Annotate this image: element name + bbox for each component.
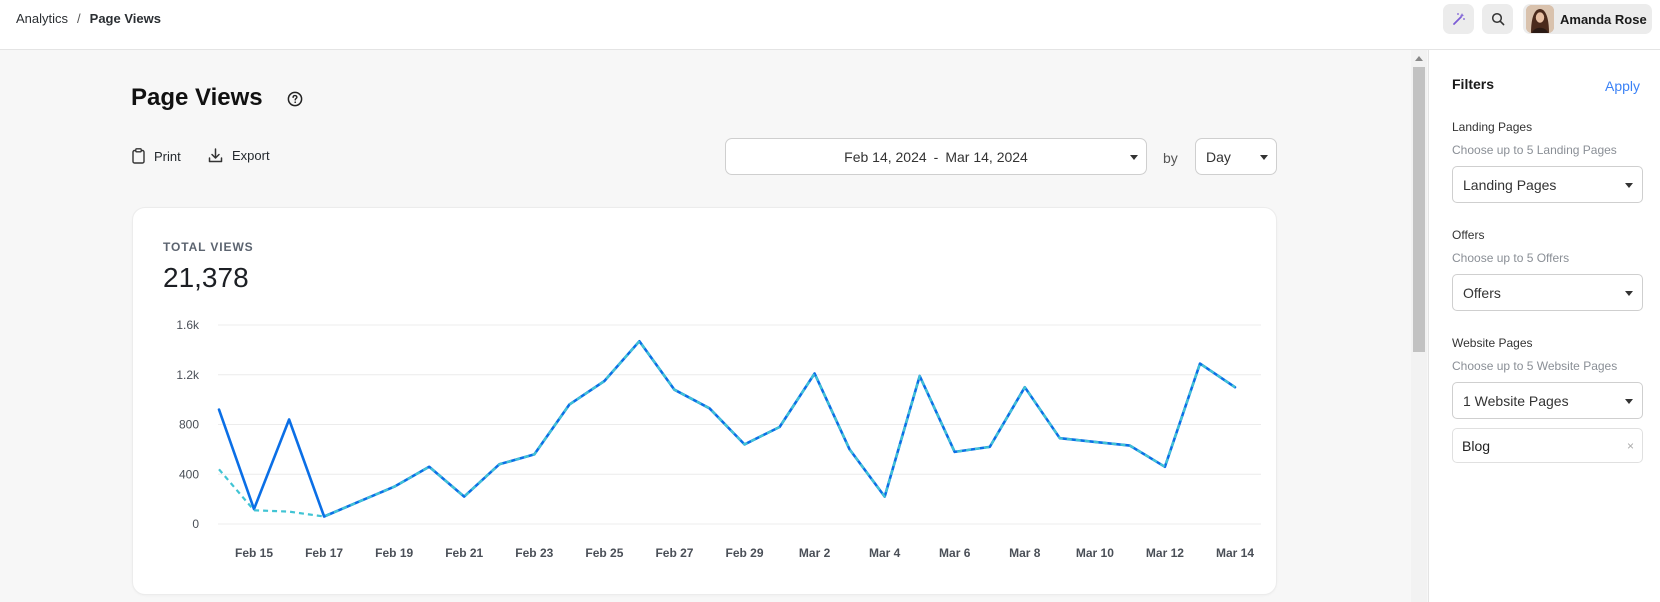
landing-pages-hint: Choose up to 5 Landing Pages	[1452, 143, 1617, 157]
selected-filter-chip: Blog ×	[1452, 428, 1643, 463]
offers-label: Offers	[1452, 228, 1485, 242]
print-button[interactable]: Print	[132, 148, 181, 164]
y-tick-label: 1.2k	[176, 368, 200, 382]
user-name: Amanda Rose	[1560, 11, 1647, 27]
granularity-select[interactable]: Day	[1195, 138, 1277, 175]
landing-pages-select[interactable]: Landing Pages	[1452, 166, 1643, 203]
chevron-down-icon	[1260, 155, 1268, 160]
x-tick-label: Mar 6	[939, 546, 971, 560]
x-tick-label: Feb 15	[235, 546, 273, 560]
x-tick-label: Feb 17	[305, 546, 343, 560]
x-tick-label: Feb 23	[515, 546, 553, 560]
x-tick-label: Feb 19	[375, 546, 413, 560]
chip-label: Blog	[1462, 438, 1491, 454]
y-tick-label: 0	[192, 517, 199, 531]
series-line-secondary	[218, 340, 1236, 518]
y-tick-label: 400	[179, 467, 199, 481]
chart-card	[132, 207, 1277, 595]
granularity-value: Day	[1206, 149, 1231, 165]
kpi-label: TOTAL VIEWS	[163, 240, 254, 254]
page-views-line-chart: 0 400 800 1.2k 1.6k Feb 15 Feb 17 Feb 19 Feb 21 F…	[176, 318, 1261, 560]
page-title: Page Views	[131, 84, 263, 111]
x-tick-label: Mar 12	[1146, 546, 1184, 560]
chevron-down-icon	[1625, 183, 1633, 188]
date-range-select[interactable]: Feb 14, 2024 - Mar 14, 2024	[725, 138, 1147, 175]
avatar	[1526, 5, 1554, 33]
breadcrumb-separator: /	[77, 11, 81, 26]
landing-pages-value: Landing Pages	[1463, 177, 1557, 193]
breadcrumb-analytics-link[interactable]: Analytics	[16, 11, 69, 26]
x-tick-label: Mar 2	[799, 546, 831, 560]
website-pages-value: 1 Website Pages	[1463, 393, 1569, 409]
ai-assist-button[interactable]	[1443, 4, 1474, 34]
scroll-up-arrow-icon[interactable]	[1415, 56, 1423, 61]
breadcrumb-current: Page Views	[89, 11, 161, 26]
chevron-down-icon	[1625, 291, 1633, 296]
chevron-down-icon	[1130, 155, 1138, 160]
x-tick-label: Feb 29	[726, 546, 764, 560]
search-button[interactable]	[1482, 4, 1513, 34]
date-range-end: Mar 14, 2024	[945, 148, 1028, 165]
print-label: Print	[154, 148, 181, 164]
x-tick-label: Mar 8	[1009, 546, 1041, 560]
offers-hint: Choose up to 5 Offers	[1452, 251, 1570, 265]
offers-value: Offers	[1463, 285, 1501, 301]
export-button[interactable]: Export	[208, 148, 270, 163]
website-pages-label: Website Pages	[1452, 336, 1533, 350]
landing-pages-label: Landing Pages	[1452, 120, 1533, 134]
x-tick-label: Feb 27	[655, 546, 693, 560]
apply-filters-button[interactable]: Apply	[1605, 78, 1641, 94]
y-tick-label: 1.6k	[176, 318, 200, 332]
clipboard-icon	[132, 148, 145, 164]
filters-panel	[1428, 50, 1660, 602]
download-icon	[208, 148, 223, 163]
magic-wand-icon	[1452, 13, 1465, 25]
top-bar: Analytics / Page Views Amanda Rose	[0, 0, 1660, 50]
x-tick-label: Feb 21	[445, 546, 483, 560]
series-line-primary	[217, 339, 1237, 518]
breadcrumb: Analytics / Page Views	[16, 11, 161, 26]
website-pages-select[interactable]: 1 Website Pages	[1452, 382, 1643, 419]
help-circle-icon[interactable]	[287, 91, 303, 107]
close-icon[interactable]: ×	[1626, 439, 1634, 453]
website-pages-hint: Choose up to 5 Website Pages	[1452, 359, 1618, 373]
x-tick-label: Mar 4	[869, 546, 901, 560]
y-tick-label: 800	[179, 418, 199, 432]
kpi-value: 21,378	[163, 262, 249, 293]
x-tick-label: Mar 10	[1076, 546, 1114, 560]
offers-select[interactable]: Offers	[1452, 274, 1643, 311]
date-range-start: Feb 14, 2024	[844, 148, 927, 165]
chevron-down-icon	[1625, 399, 1633, 404]
filters-title: Filters	[1452, 76, 1495, 92]
scrollbar-thumb[interactable]	[1413, 67, 1425, 352]
export-label: Export	[232, 148, 270, 163]
date-range-dash: -	[933, 148, 939, 165]
x-tick-label: Mar 14	[1216, 546, 1254, 560]
user-menu[interactable]: Amanda Rose	[1523, 4, 1652, 34]
by-label: by	[1163, 150, 1178, 166]
search-icon	[1491, 12, 1504, 26]
x-tick-label: Feb 25	[585, 546, 623, 560]
